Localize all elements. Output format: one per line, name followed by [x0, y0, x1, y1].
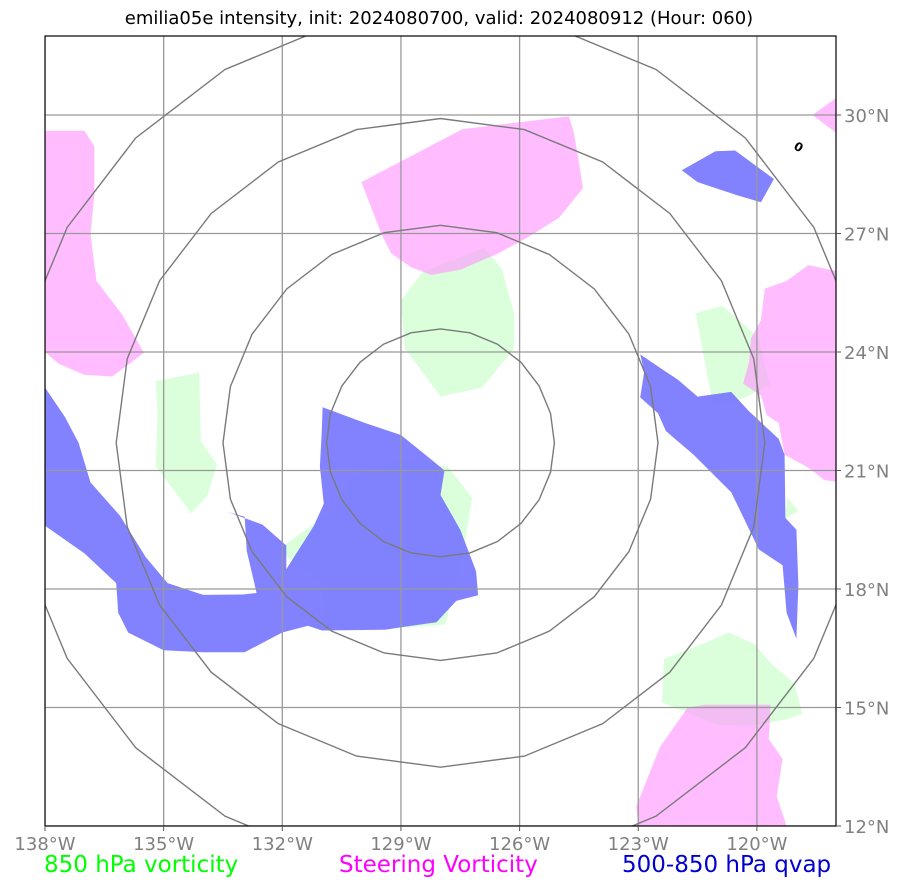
latitude-tick-label: 12°N — [844, 817, 889, 838]
longitude-tick-labels: 138°W 135°W 132°W 129°W 126°W 123°W 120°W — [14, 826, 788, 855]
range-ring — [115, 117, 766, 768]
contour-label: 0 — [791, 139, 805, 155]
latitude-tick-label: 30°N — [844, 106, 889, 127]
range-rings — [45, 36, 836, 826]
qvap-area — [640, 354, 799, 639]
steering-vorticity-area — [636, 704, 787, 826]
vorticity-850-layer — [155, 248, 803, 726]
steering-vorticity-layer — [45, 98, 836, 826]
vorticity-850-area — [662, 632, 803, 726]
gridlines — [45, 36, 836, 826]
steering-vorticity-area — [361, 116, 583, 275]
latitude-tick-label: 27°N — [844, 225, 889, 246]
steering-vorticity-area — [45, 130, 144, 377]
map-title: emilia05e intensity, init: 2024080700, v… — [124, 8, 754, 29]
longitude-tick-label: 120°W — [726, 834, 787, 855]
longitude-tick-label: 135°W — [133, 834, 194, 855]
range-ring — [45, 36, 836, 826]
qvap-layer — [45, 150, 799, 653]
legend-vorticity-850: 850 hPa vorticity — [44, 852, 239, 878]
contour-marks: 0 — [791, 139, 805, 155]
vorticity-850-area — [785, 497, 799, 518]
range-ring — [222, 224, 659, 662]
range-ring — [325, 328, 556, 558]
longitude-tick-label: 129°W — [370, 834, 431, 855]
plot-area: 0 — [45, 36, 836, 826]
legend-steering-vorticity: Steering Vorticity — [339, 852, 538, 878]
steering-vorticity-area — [743, 265, 836, 482]
latitude-tick-label: 21°N — [844, 462, 889, 483]
longitude-tick-label: 138°W — [14, 834, 75, 855]
qvap-area — [681, 150, 774, 203]
latitude-tick-label: 15°N — [844, 699, 889, 720]
vorticity-850-area — [400, 248, 515, 397]
longitude-tick-label: 132°W — [252, 834, 313, 855]
vorticity-850-area — [155, 372, 217, 514]
latitude-tick-label: 18°N — [844, 580, 889, 601]
latitude-tick-label: 24°N — [844, 343, 889, 364]
longitude-tick-label: 123°W — [608, 834, 669, 855]
plot-frame — [44, 35, 837, 827]
steering-vorticity-area — [812, 98, 836, 133]
qvap-area — [45, 387, 479, 653]
longitude-tick-label: 126°W — [489, 834, 550, 855]
legend-qvap: 500-850 hPa qvap — [622, 852, 832, 878]
latitude-tick-labels: 30°N 27°N 24°N 21°N 18°N 15°N 12°N — [836, 106, 889, 838]
